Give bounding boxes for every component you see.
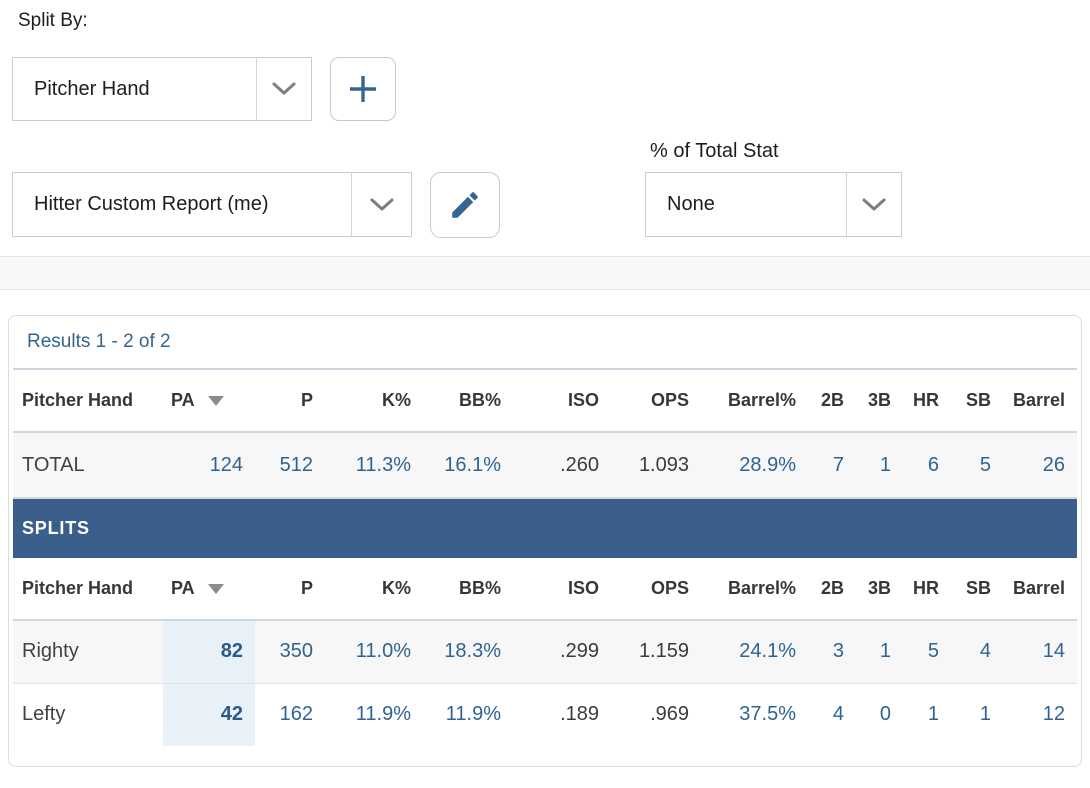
col-header-pa[interactable]: PA <box>163 558 255 621</box>
total-2b[interactable]: 7 <box>808 432 856 499</box>
lefty-barrel-pct[interactable]: 37.5% <box>739 703 796 726</box>
section-divider-band <box>0 256 1090 290</box>
col-header-ops[interactable]: OPS <box>611 370 701 433</box>
lefty-hr[interactable]: 1 <box>927 703 939 726</box>
righty-2b[interactable]: 3 <box>808 620 856 684</box>
col-header-barrel[interactable]: Barrel <box>1003 370 1077 433</box>
total-bb-pct[interactable]: 16.1% <box>423 432 513 499</box>
righty-pa[interactable]: 82 <box>163 620 255 684</box>
splits-stats-table: Pitcher Hand PA P K% BB% ISO OPS Barrel%… <box>13 370 1077 746</box>
col-header-bb-pct[interactable]: BB% <box>423 370 513 433</box>
sort-desc-triangle-icon <box>207 395 224 406</box>
sort-desc-triangle-icon <box>207 583 224 594</box>
righty-3b[interactable]: 1 <box>856 620 903 684</box>
chevron-down-icon <box>256 58 311 120</box>
col-header-sb[interactable]: SB <box>951 370 1003 433</box>
total-row-label: TOTAL <box>13 432 163 499</box>
righty-iso: .299 <box>513 620 611 684</box>
split-row-label: Lefty <box>22 703 66 726</box>
righty-barrel-pct[interactable]: 24.1% <box>701 620 808 684</box>
total-3b[interactable]: 1 <box>856 432 903 499</box>
col-header-iso[interactable]: ISO <box>513 370 611 433</box>
split-row-righty: Righty 82 350 11.0% 18.3% .299 1.159 24.… <box>13 620 1077 684</box>
pct-of-total-select[interactable]: None <box>645 172 902 237</box>
lefty-iso: .189 <box>560 703 599 726</box>
add-split-button[interactable] <box>330 57 396 121</box>
report-selected-value: Hitter Custom Report (me) <box>34 193 269 215</box>
col-header-p[interactable]: P <box>255 558 325 621</box>
lefty-3b[interactable]: 0 <box>879 703 891 726</box>
righty-p[interactable]: 350 <box>255 620 325 684</box>
split-by-select[interactable]: Pitcher Hand <box>12 57 312 121</box>
col-header-pitcher-hand[interactable]: Pitcher Hand <box>13 558 163 621</box>
righty-barrel[interactable]: 14 <box>1003 620 1077 684</box>
col-header-pa[interactable]: PA <box>163 370 255 433</box>
col-header-barrel[interactable]: Barrel <box>1003 558 1077 621</box>
total-barrel-pct[interactable]: 28.9% <box>701 432 808 499</box>
lefty-2b[interactable]: 4 <box>832 703 844 726</box>
col-header-ops[interactable]: OPS <box>611 558 701 621</box>
chevron-down-icon <box>846 173 901 236</box>
total-p[interactable]: 512 <box>255 432 325 499</box>
split-row-label: Righty <box>13 620 163 684</box>
splits-section-header: SPLITS <box>13 498 1077 558</box>
plus-icon <box>346 72 380 106</box>
results-panel: Results 1 - 2 of 2 Pitcher Hand PA P K% … <box>8 315 1082 767</box>
col-header-p[interactable]: P <box>255 370 325 433</box>
split-by-selected-value: Pitcher Hand <box>34 77 150 100</box>
righty-hr[interactable]: 5 <box>903 620 951 684</box>
lefty-ops: .969 <box>650 703 689 726</box>
total-k-pct[interactable]: 11.3% <box>325 432 423 499</box>
total-ops: 1.093 <box>611 432 701 499</box>
righty-k-pct[interactable]: 11.0% <box>325 620 423 684</box>
split-by-label: Split By: <box>18 10 88 31</box>
total-row: TOTAL 124 512 11.3% 16.1% .260 1.093 28.… <box>13 432 1077 499</box>
righty-sb[interactable]: 4 <box>951 620 1003 684</box>
righty-ops: 1.159 <box>611 620 701 684</box>
col-header-barrel-pct[interactable]: Barrel% <box>701 558 808 621</box>
col-header-hr[interactable]: HR <box>903 558 951 621</box>
lefty-p[interactable]: 162 <box>279 703 313 726</box>
col-header-k-pct[interactable]: K% <box>325 558 423 621</box>
chevron-down-icon <box>351 173 411 236</box>
lefty-k-pct[interactable]: 11.9% <box>355 703 411 726</box>
lefty-sb[interactable]: 1 <box>979 703 991 726</box>
pct-of-total-selected-value: None <box>667 193 715 215</box>
col-header-iso[interactable]: ISO <box>513 558 611 621</box>
col-header-hr[interactable]: HR <box>903 370 951 433</box>
total-iso: .260 <box>513 432 611 499</box>
col-header-sb[interactable]: SB <box>951 558 1003 621</box>
col-header-3b[interactable]: 3B <box>856 558 903 621</box>
total-pa[interactable]: 124 <box>163 432 255 499</box>
edit-report-button[interactable] <box>430 172 500 238</box>
lefty-barrel[interactable]: 12 <box>1042 703 1065 726</box>
col-header-2b[interactable]: 2B <box>808 558 856 621</box>
col-header-3b[interactable]: 3B <box>856 370 903 433</box>
total-barrel[interactable]: 26 <box>1003 432 1077 499</box>
lefty-pa[interactable]: 42 <box>163 683 255 746</box>
col-header-bb-pct[interactable]: BB% <box>423 558 513 621</box>
col-header-barrel-pct[interactable]: Barrel% <box>701 370 808 433</box>
col-header-2b[interactable]: 2B <box>808 370 856 433</box>
col-header-pa-label: PA <box>171 390 195 410</box>
col-header-k-pct[interactable]: K% <box>325 370 423 433</box>
table-header-row: Pitcher Hand PA P K% BB% ISO OPS Barrel%… <box>13 370 1077 433</box>
pencil-icon <box>448 188 482 222</box>
splits-section-label: SPLITS <box>13 498 1077 558</box>
total-sb[interactable]: 5 <box>951 432 1003 499</box>
pct-of-total-label: % of Total Stat <box>650 140 779 162</box>
table-header-row: Pitcher Hand PA P K% BB% ISO OPS Barrel%… <box>13 558 1077 621</box>
split-row-lefty: Lefty 42 162 11.9% 11.9% .189 .969 37.5%… <box>13 683 1077 746</box>
total-hr[interactable]: 6 <box>903 432 951 499</box>
righty-bb-pct[interactable]: 18.3% <box>423 620 513 684</box>
report-select[interactable]: Hitter Custom Report (me) <box>12 172 412 237</box>
col-header-pitcher-hand[interactable]: Pitcher Hand <box>13 370 163 433</box>
results-summary: Results 1 - 2 of 2 <box>13 316 1077 370</box>
lefty-bb-pct[interactable]: 11.9% <box>445 703 501 726</box>
col-header-pa-label: PA <box>171 578 195 598</box>
